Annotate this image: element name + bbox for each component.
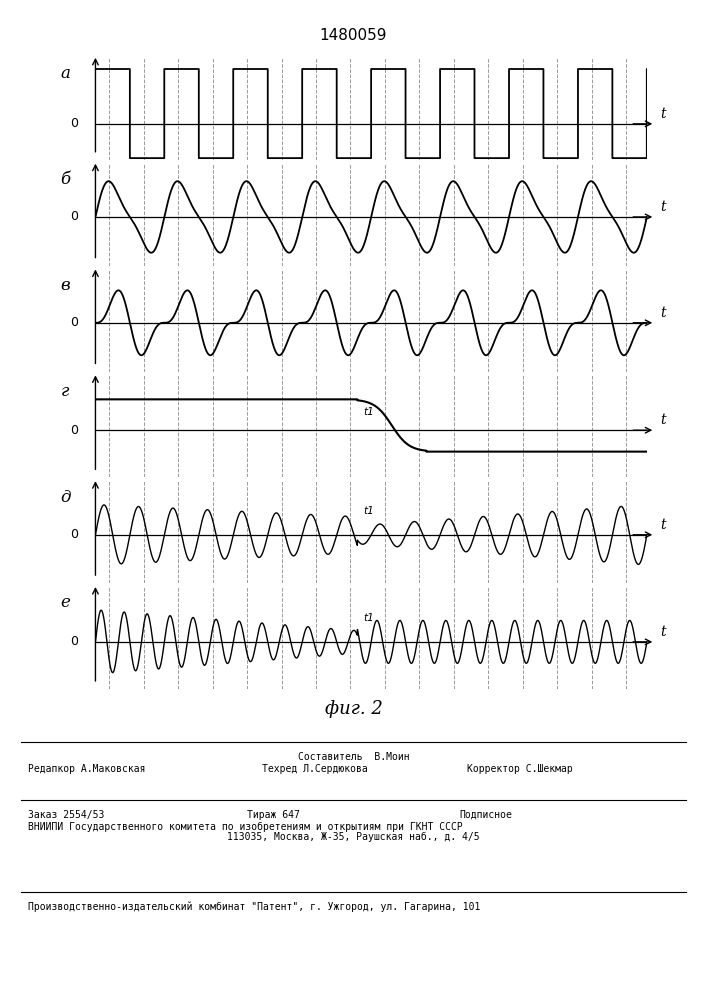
Text: в: в: [60, 277, 70, 294]
Text: 0: 0: [71, 528, 78, 541]
Text: Заказ 2554/53: Заказ 2554/53: [28, 810, 105, 820]
Text: г: г: [61, 383, 69, 400]
Text: 0: 0: [71, 210, 78, 223]
Text: 1480059: 1480059: [320, 28, 387, 43]
Text: t: t: [660, 306, 666, 320]
Text: t: t: [660, 518, 666, 532]
Text: Техред Л.Сердюкова: Техред Л.Сердюкова: [262, 764, 368, 774]
Text: 113035, Москва, Ж-35, Раушская наб., д. 4/5: 113035, Москва, Ж-35, Раушская наб., д. …: [227, 832, 480, 842]
Text: Тираж 647: Тираж 647: [247, 810, 300, 820]
Text: 0: 0: [71, 635, 78, 648]
Text: Подписное: Подписное: [460, 810, 513, 820]
Text: Редапкор А.Маковская: Редапкор А.Маковская: [28, 764, 146, 774]
Text: t1: t1: [363, 613, 374, 623]
Text: t1: t1: [363, 407, 374, 417]
Text: б: б: [60, 171, 70, 188]
Text: а: а: [60, 65, 70, 82]
Text: е: е: [60, 594, 70, 611]
Text: t: t: [660, 413, 666, 427]
Text: 0: 0: [71, 424, 78, 437]
Text: 0: 0: [71, 117, 78, 130]
Text: д: д: [60, 489, 71, 506]
Text: ВНИИПИ Государственного комитета по изобретениям и открытиям при ГКНТ СССР: ВНИИПИ Государственного комитета по изоб…: [28, 822, 463, 832]
Text: t1: t1: [363, 506, 374, 516]
Text: t: t: [660, 200, 666, 214]
Text: t: t: [660, 625, 666, 639]
Text: 0: 0: [71, 316, 78, 329]
Text: фиг. 2: фиг. 2: [325, 700, 382, 718]
Text: Корректор С.Шекмар: Корректор С.Шекмар: [467, 764, 573, 774]
Text: Производственно-издательский комбинат "Патент", г. Ужгород, ул. Гагарина, 101: Производственно-издательский комбинат "П…: [28, 902, 481, 912]
Text: t: t: [660, 107, 666, 121]
Text: Составитель  В.Моин: Составитель В.Моин: [298, 752, 409, 762]
